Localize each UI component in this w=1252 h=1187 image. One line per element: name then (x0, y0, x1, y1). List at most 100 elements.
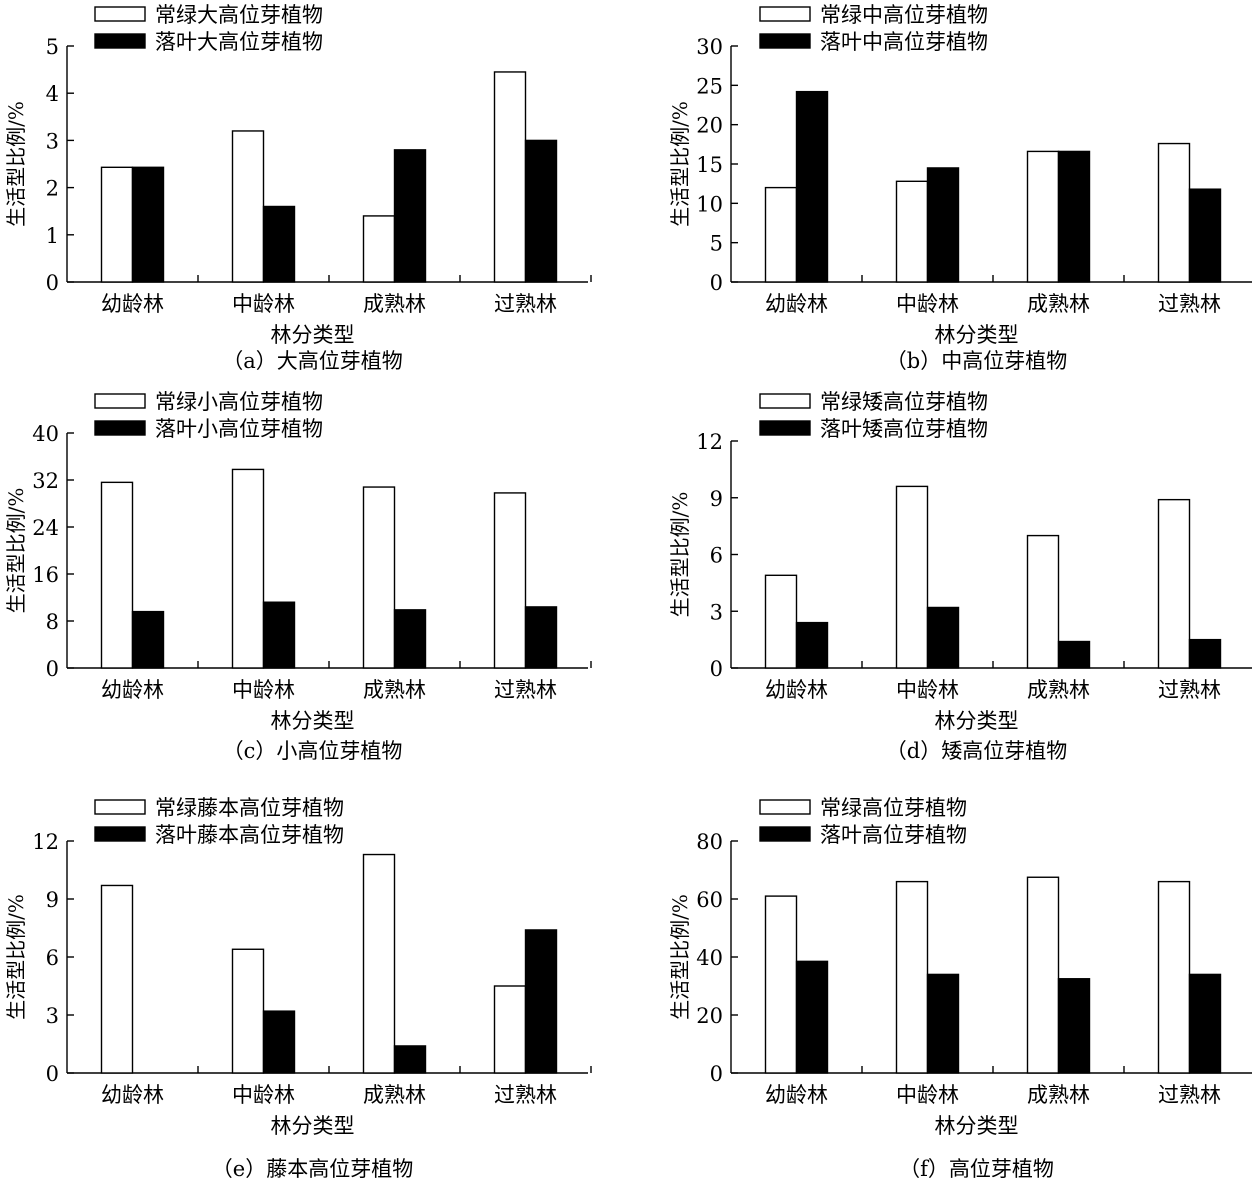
bar-evergreen (764, 895, 798, 1074)
y-tick-label: 9 (46, 888, 59, 912)
y-tick-label: 5 (46, 35, 59, 59)
x-tick-label: 中龄林 (896, 1083, 959, 1107)
panel-caption: （b）中高位芽植物 (886, 349, 1067, 373)
x-tick-label: 中龄林 (232, 678, 295, 702)
bar-evergreen (362, 215, 396, 283)
bar-deciduous (795, 90, 829, 283)
bar-evergreen (1157, 880, 1191, 1074)
bar-evergreen (895, 485, 929, 669)
y-tick-label: 12 (32, 830, 59, 854)
x-tick-label: 过熟林 (1158, 292, 1221, 316)
legend-swatch (94, 393, 146, 409)
bar-deciduous (393, 609, 427, 669)
legend-swatch (94, 420, 146, 436)
legend-label: 常绿大高位芽植物 (155, 3, 323, 27)
bar-evergreen (493, 985, 527, 1074)
x-tick-label: 成熟林 (363, 292, 426, 316)
y-axis-title: 生活型比例/% (4, 894, 28, 1020)
x-tick-label: 幼龄林 (101, 678, 164, 702)
bar-evergreen (895, 880, 929, 1074)
legend-swatch (94, 33, 146, 49)
bar-evergreen (100, 481, 134, 669)
x-tick-label: 过熟林 (494, 292, 557, 316)
y-axis-title: 生活型比例/% (668, 492, 692, 618)
x-axis-title: 林分类型 (271, 709, 355, 733)
legend-swatch (759, 33, 811, 49)
legend-swatch (759, 393, 811, 409)
legend-label: 落叶矮高位芽植物 (820, 417, 988, 441)
y-tick-label: 0 (710, 657, 723, 681)
bar-deciduous (131, 610, 165, 669)
bar-deciduous (262, 1010, 296, 1074)
y-axis-title: 生活型比例/% (4, 101, 28, 227)
y-tick-label: 16 (32, 563, 59, 587)
bar-evergreen (100, 884, 134, 1074)
y-tick-label: 8 (46, 610, 59, 634)
bar-deciduous (524, 929, 558, 1074)
bar-deciduous (1188, 188, 1222, 283)
x-tick-label: 成熟林 (1027, 678, 1090, 702)
legend-swatch (94, 6, 146, 22)
legend-label: 常绿高位芽植物 (820, 796, 967, 820)
x-tick-label: 成熟林 (1027, 1083, 1090, 1107)
y-tick-label: 0 (46, 657, 59, 681)
y-tick-label: 5 (710, 232, 723, 256)
x-axis-title: 林分类型 (935, 323, 1019, 347)
legend-label: 落叶小高位芽植物 (155, 417, 323, 441)
x-tick-label: 成熟林 (363, 1083, 426, 1107)
bar-evergreen (231, 948, 265, 1074)
x-tick-label: 幼龄林 (101, 292, 164, 316)
bar-evergreen (362, 486, 396, 669)
panel-caption: （c）小高位芽植物 (223, 739, 403, 763)
bar-evergreen (231, 130, 265, 283)
legend-label: 常绿矮高位芽植物 (820, 390, 988, 414)
x-tick-label: 幼龄林 (765, 1083, 828, 1107)
bar-deciduous (393, 149, 427, 283)
legend-label: 常绿中高位芽植物 (820, 3, 988, 27)
y-tick-label: 0 (710, 271, 723, 295)
y-tick-label: 4 (46, 82, 59, 106)
bar-deciduous (926, 167, 960, 283)
y-tick-label: 20 (696, 114, 723, 138)
bar-evergreen (493, 71, 527, 283)
bar-deciduous (131, 166, 165, 283)
y-tick-label: 12 (696, 430, 723, 454)
panel-caption: （a）大高位芽植物 (222, 349, 403, 373)
y-tick-label: 3 (46, 129, 59, 153)
x-tick-label: 中龄林 (232, 1083, 295, 1107)
y-axis-title: 生活型比例/% (4, 488, 28, 614)
y-tick-label: 15 (696, 153, 723, 177)
y-tick-label: 80 (696, 830, 723, 854)
legend-label: 落叶高位芽植物 (820, 823, 967, 847)
x-axis-title: 林分类型 (935, 1114, 1019, 1138)
legend-label: 落叶中高位芽植物 (820, 30, 988, 54)
x-tick-label: 过熟林 (1158, 1083, 1221, 1107)
x-tick-label: 中龄林 (896, 678, 959, 702)
bar-evergreen (493, 492, 527, 669)
bar-evergreen (1157, 498, 1191, 669)
y-tick-label: 30 (696, 35, 723, 59)
y-tick-label: 25 (696, 74, 723, 98)
panel-caption: （f）高位芽植物 (899, 1157, 1054, 1181)
y-tick-label: 60 (696, 888, 723, 912)
legend-swatch (759, 420, 811, 436)
x-tick-label: 过熟林 (1158, 678, 1221, 702)
y-tick-label: 6 (46, 946, 59, 970)
x-tick-label: 中龄林 (896, 292, 959, 316)
legend-swatch (759, 826, 811, 842)
legend-swatch (759, 799, 811, 815)
bar-evergreen (1026, 534, 1060, 669)
x-tick-label: 中龄林 (232, 292, 295, 316)
bar-evergreen (764, 574, 798, 669)
bar-evergreen (362, 853, 396, 1074)
y-tick-label: 9 (710, 487, 723, 511)
bar-deciduous (926, 973, 960, 1074)
y-tick-label: 0 (46, 1062, 59, 1086)
x-tick-label: 过熟林 (494, 678, 557, 702)
bar-deciduous (795, 960, 829, 1074)
